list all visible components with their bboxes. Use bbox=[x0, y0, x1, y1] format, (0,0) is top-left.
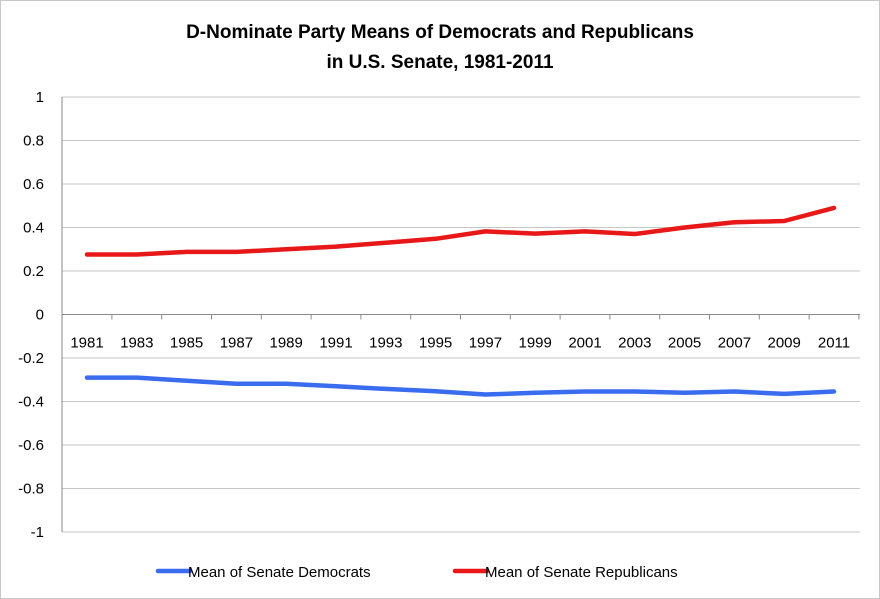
series-line-democrats bbox=[84, 375, 837, 397]
series-line-republicans bbox=[84, 205, 837, 257]
y-tick-label: -0.8 bbox=[18, 481, 44, 498]
y-tick-label: -1 bbox=[31, 524, 44, 541]
y-tick-label: 0.2 bbox=[23, 263, 44, 280]
y-tick-label: 0.4 bbox=[23, 220, 44, 237]
y-tick-label: 0.6 bbox=[23, 176, 44, 193]
y-axis-tick-labels: 1 0.8 0.6 0.4 0.2 0 -0.2 -0.4 -0.6 -0.8 -1 bbox=[18, 89, 44, 541]
gridlines bbox=[61, 96, 860, 533]
x-tick-label: 1991 bbox=[319, 335, 352, 352]
x-tick-label: 1981 bbox=[70, 335, 103, 352]
x-tick-label: 1989 bbox=[270, 335, 303, 352]
x-tick-label: 2011 bbox=[818, 335, 850, 352]
series-lines bbox=[84, 205, 837, 397]
legend: Mean of Senate Democrats Mean of Senate … bbox=[155, 564, 678, 581]
x-tick-label: 2001 bbox=[568, 335, 601, 352]
x-tick-label: 1993 bbox=[369, 335, 402, 352]
x-tick-label: 2003 bbox=[618, 335, 651, 352]
y-tick-label: -0.2 bbox=[18, 350, 44, 367]
y-tick-label: 1 bbox=[36, 89, 44, 106]
x-tick-label: 2005 bbox=[668, 335, 701, 352]
x-tick-label: 1997 bbox=[469, 335, 502, 352]
x-tick-label: 1983 bbox=[120, 335, 153, 352]
y-tick-label: 0 bbox=[36, 307, 44, 324]
y-tick-label: 0.8 bbox=[23, 133, 44, 150]
chart-title-line-2: in U.S. Senate, 1981-2011 bbox=[326, 52, 554, 73]
y-tick-label: -0.4 bbox=[18, 394, 44, 411]
x-tick-label: 1985 bbox=[170, 335, 203, 352]
legend-label-republicans: Mean of Senate Republicans bbox=[485, 564, 678, 581]
y-tick-label: -0.6 bbox=[18, 437, 44, 454]
x-tick-label: 2009 bbox=[768, 335, 801, 352]
x-tick-label: 1987 bbox=[220, 335, 253, 352]
x-tick-label: 1995 bbox=[419, 335, 452, 352]
x-tick-label: 2007 bbox=[718, 335, 751, 352]
chart-title-line-1: D-Nominate Party Means of Democrats and … bbox=[186, 22, 694, 43]
x-tick-label: 1999 bbox=[519, 335, 552, 352]
x-axis-tick-labels: 1981 1983 1985 1987 1989 1991 1993 1995 1997 1999… bbox=[70, 335, 850, 352]
legend-label-democrats: Mean of Senate Democrats bbox=[188, 564, 371, 581]
